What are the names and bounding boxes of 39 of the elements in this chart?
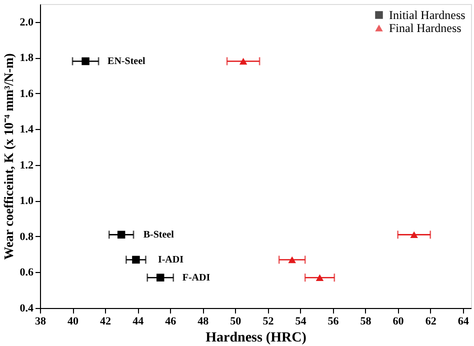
x-tick-label: 40 bbox=[68, 316, 80, 328]
annotation: I-ADI bbox=[158, 254, 184, 266]
point bbox=[117, 230, 126, 239]
x-tick-label: 56 bbox=[328, 316, 340, 328]
x-tick-label: 58 bbox=[360, 316, 372, 328]
point bbox=[288, 256, 296, 264]
point bbox=[132, 256, 140, 264]
point bbox=[239, 58, 248, 65]
annotation: F-ADI bbox=[182, 272, 210, 284]
y-tick-label: 1.6 bbox=[20, 88, 34, 100]
point bbox=[156, 274, 164, 282]
y-tick-label: 0.4 bbox=[20, 302, 34, 314]
legend-label: Initial Hardness bbox=[389, 8, 466, 22]
annotation: B-Steel bbox=[143, 230, 174, 241]
y-tick-label: 1.2 bbox=[20, 159, 34, 172]
x-tick-label: 54 bbox=[295, 316, 307, 328]
x-tick-label: 38 bbox=[35, 316, 46, 328]
y-tick-label: 2.0 bbox=[20, 16, 34, 28]
x-tick-label: 46 bbox=[165, 316, 177, 328]
point bbox=[316, 274, 324, 281]
x-tick-label: 48 bbox=[198, 316, 210, 328]
x-tick-label: 60 bbox=[392, 316, 404, 328]
y-tick-label: 1.0 bbox=[20, 195, 34, 208]
x-tick-label: 64 bbox=[458, 316, 470, 328]
x-axis-title: Hardness (HRC) bbox=[206, 330, 307, 346]
y-axis-title: Wear coefficeint, K (x 10⁻⁴ mm³/N-m) bbox=[0, 53, 16, 260]
x-tick-label: 50 bbox=[230, 316, 242, 328]
point bbox=[410, 231, 418, 238]
y-tick-label: 1.4 bbox=[20, 124, 34, 136]
x-tick-label: 52 bbox=[262, 316, 274, 328]
y-tick-label: 0.6 bbox=[20, 266, 34, 279]
y-tick-label: 1.8 bbox=[20, 52, 34, 64]
x-tick-label: 42 bbox=[100, 316, 112, 328]
annotation: EN-Steel bbox=[108, 56, 146, 68]
x-tick-label: 44 bbox=[132, 316, 144, 328]
x-tick-label: 62 bbox=[425, 316, 437, 328]
y-tick-label: 0.8 bbox=[20, 230, 34, 243]
legend-label: Final Hardness bbox=[389, 21, 462, 35]
point bbox=[82, 57, 90, 66]
